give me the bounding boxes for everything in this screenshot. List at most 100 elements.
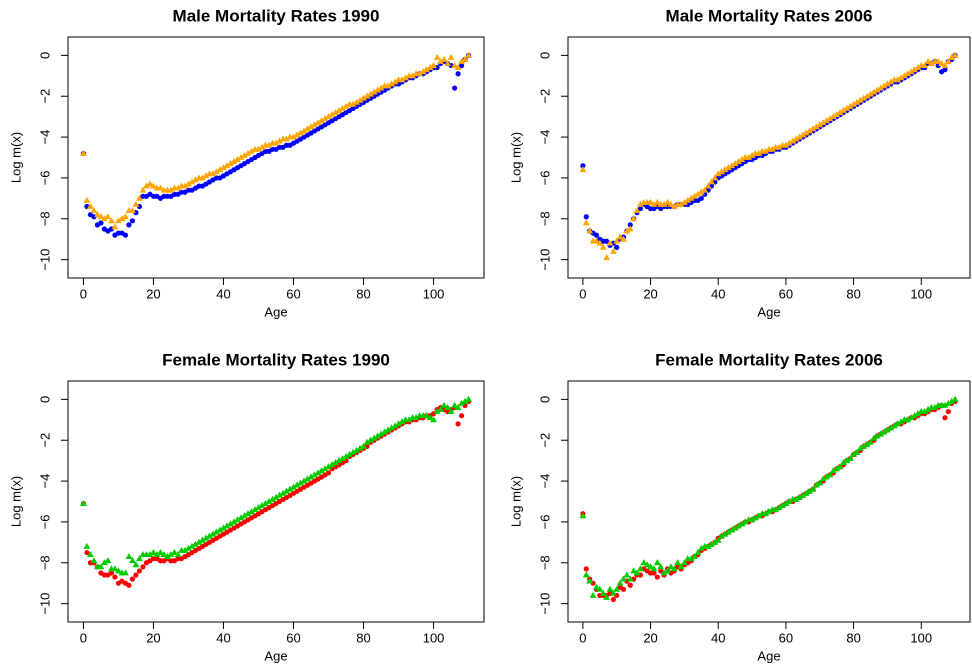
y-tick-label: 0 [37, 52, 52, 59]
point-triangle [328, 461, 336, 468]
point-triangle [674, 559, 682, 566]
x-tick-label: 100 [423, 630, 445, 645]
point-triangle [850, 450, 857, 457]
point-triangle [623, 571, 631, 578]
point-triangle [914, 64, 922, 71]
point-triangle [381, 428, 388, 435]
point-triangle [171, 548, 178, 555]
y-tick-label: 0 [537, 52, 552, 59]
point-triangle [860, 442, 868, 449]
point-triangle [94, 211, 101, 218]
point-triangle [444, 403, 451, 410]
x-tick-label: 100 [910, 630, 932, 645]
point-circle [84, 549, 90, 556]
point-triangle [388, 424, 395, 431]
point-triangle [255, 504, 262, 511]
point-triangle [83, 196, 91, 203]
point-triangle [384, 426, 392, 433]
point-triangle [454, 403, 462, 410]
point-triangle [812, 481, 820, 488]
point-triangle [398, 76, 406, 83]
point-triangle [167, 551, 175, 558]
plot-frame [67, 380, 485, 623]
point-triangle [304, 125, 311, 132]
point-triangle [391, 422, 399, 429]
point-triangle [667, 563, 675, 570]
point-triangle [714, 170, 722, 177]
point-triangle [150, 182, 157, 189]
point-triangle [681, 198, 688, 205]
point-triangle [423, 66, 430, 73]
point-triangle [353, 446, 360, 453]
point-triangle [785, 139, 793, 146]
point-circle [637, 205, 644, 212]
point-triangle [721, 166, 729, 173]
y-tick-label: −2 [37, 89, 52, 104]
point-triangle [87, 551, 94, 558]
point-circle [122, 232, 129, 238]
point-circle [698, 195, 704, 201]
point-triangle [599, 243, 607, 250]
point-triangle [426, 414, 434, 421]
point-triangle [637, 200, 644, 207]
point-triangle [335, 106, 343, 113]
point-circle [133, 572, 139, 578]
point-triangle [272, 139, 280, 146]
point-triangle [150, 548, 157, 555]
point-triangle [346, 450, 353, 457]
point-triangle [853, 98, 861, 105]
point-triangle [701, 186, 709, 193]
point-circle [455, 421, 461, 427]
point-circle [129, 218, 136, 224]
y-tick-label: −4 [37, 130, 52, 145]
point-triangle [613, 585, 621, 592]
y-tick-label: −6 [37, 515, 52, 530]
point-triangle [199, 536, 206, 543]
point-triangle [593, 583, 600, 590]
point-triangle [356, 444, 364, 451]
point-triangle [884, 426, 891, 433]
point-triangle [630, 215, 638, 222]
x-tick-label: 40 [711, 630, 725, 645]
point-triangle [626, 225, 634, 232]
point-triangle [283, 487, 290, 494]
point-triangle [714, 536, 722, 543]
point-triangle [697, 188, 705, 195]
point-triangle [850, 100, 857, 107]
point-triangle [691, 192, 698, 199]
chart-title: Male Mortality Rates 2006 [666, 6, 873, 25]
point-triangle [216, 166, 224, 173]
point-triangle [823, 117, 830, 124]
point-triangle [307, 123, 315, 130]
point-triangle [412, 414, 420, 421]
x-axis-label: Age [757, 648, 780, 663]
point-triangle [402, 74, 409, 81]
point-triangle [286, 485, 294, 492]
point-triangle [360, 442, 367, 449]
point-triangle [321, 465, 329, 472]
point-triangle [904, 70, 912, 77]
x-tick-label: 20 [146, 630, 160, 645]
point-triangle [332, 108, 339, 115]
point-triangle [755, 149, 763, 156]
y-tick-label: −10 [37, 593, 52, 615]
point-triangle [951, 395, 959, 402]
point-triangle [921, 408, 929, 415]
point-triangle [687, 555, 695, 562]
point-triangle [458, 57, 465, 64]
point-circle [458, 62, 465, 69]
point-triangle [426, 64, 434, 71]
point-triangle [609, 247, 617, 254]
point-circle [942, 67, 948, 73]
point-triangle [633, 569, 641, 576]
y-tick-label: −4 [37, 474, 52, 489]
point-triangle [377, 430, 385, 437]
point-triangle [924, 57, 932, 64]
point-triangle [812, 123, 820, 130]
point-triangle [843, 457, 851, 464]
point-triangle [586, 577, 594, 584]
point-triangle [363, 438, 371, 445]
point-triangle [185, 544, 192, 551]
point-triangle [265, 497, 273, 504]
point-triangle [321, 115, 329, 122]
